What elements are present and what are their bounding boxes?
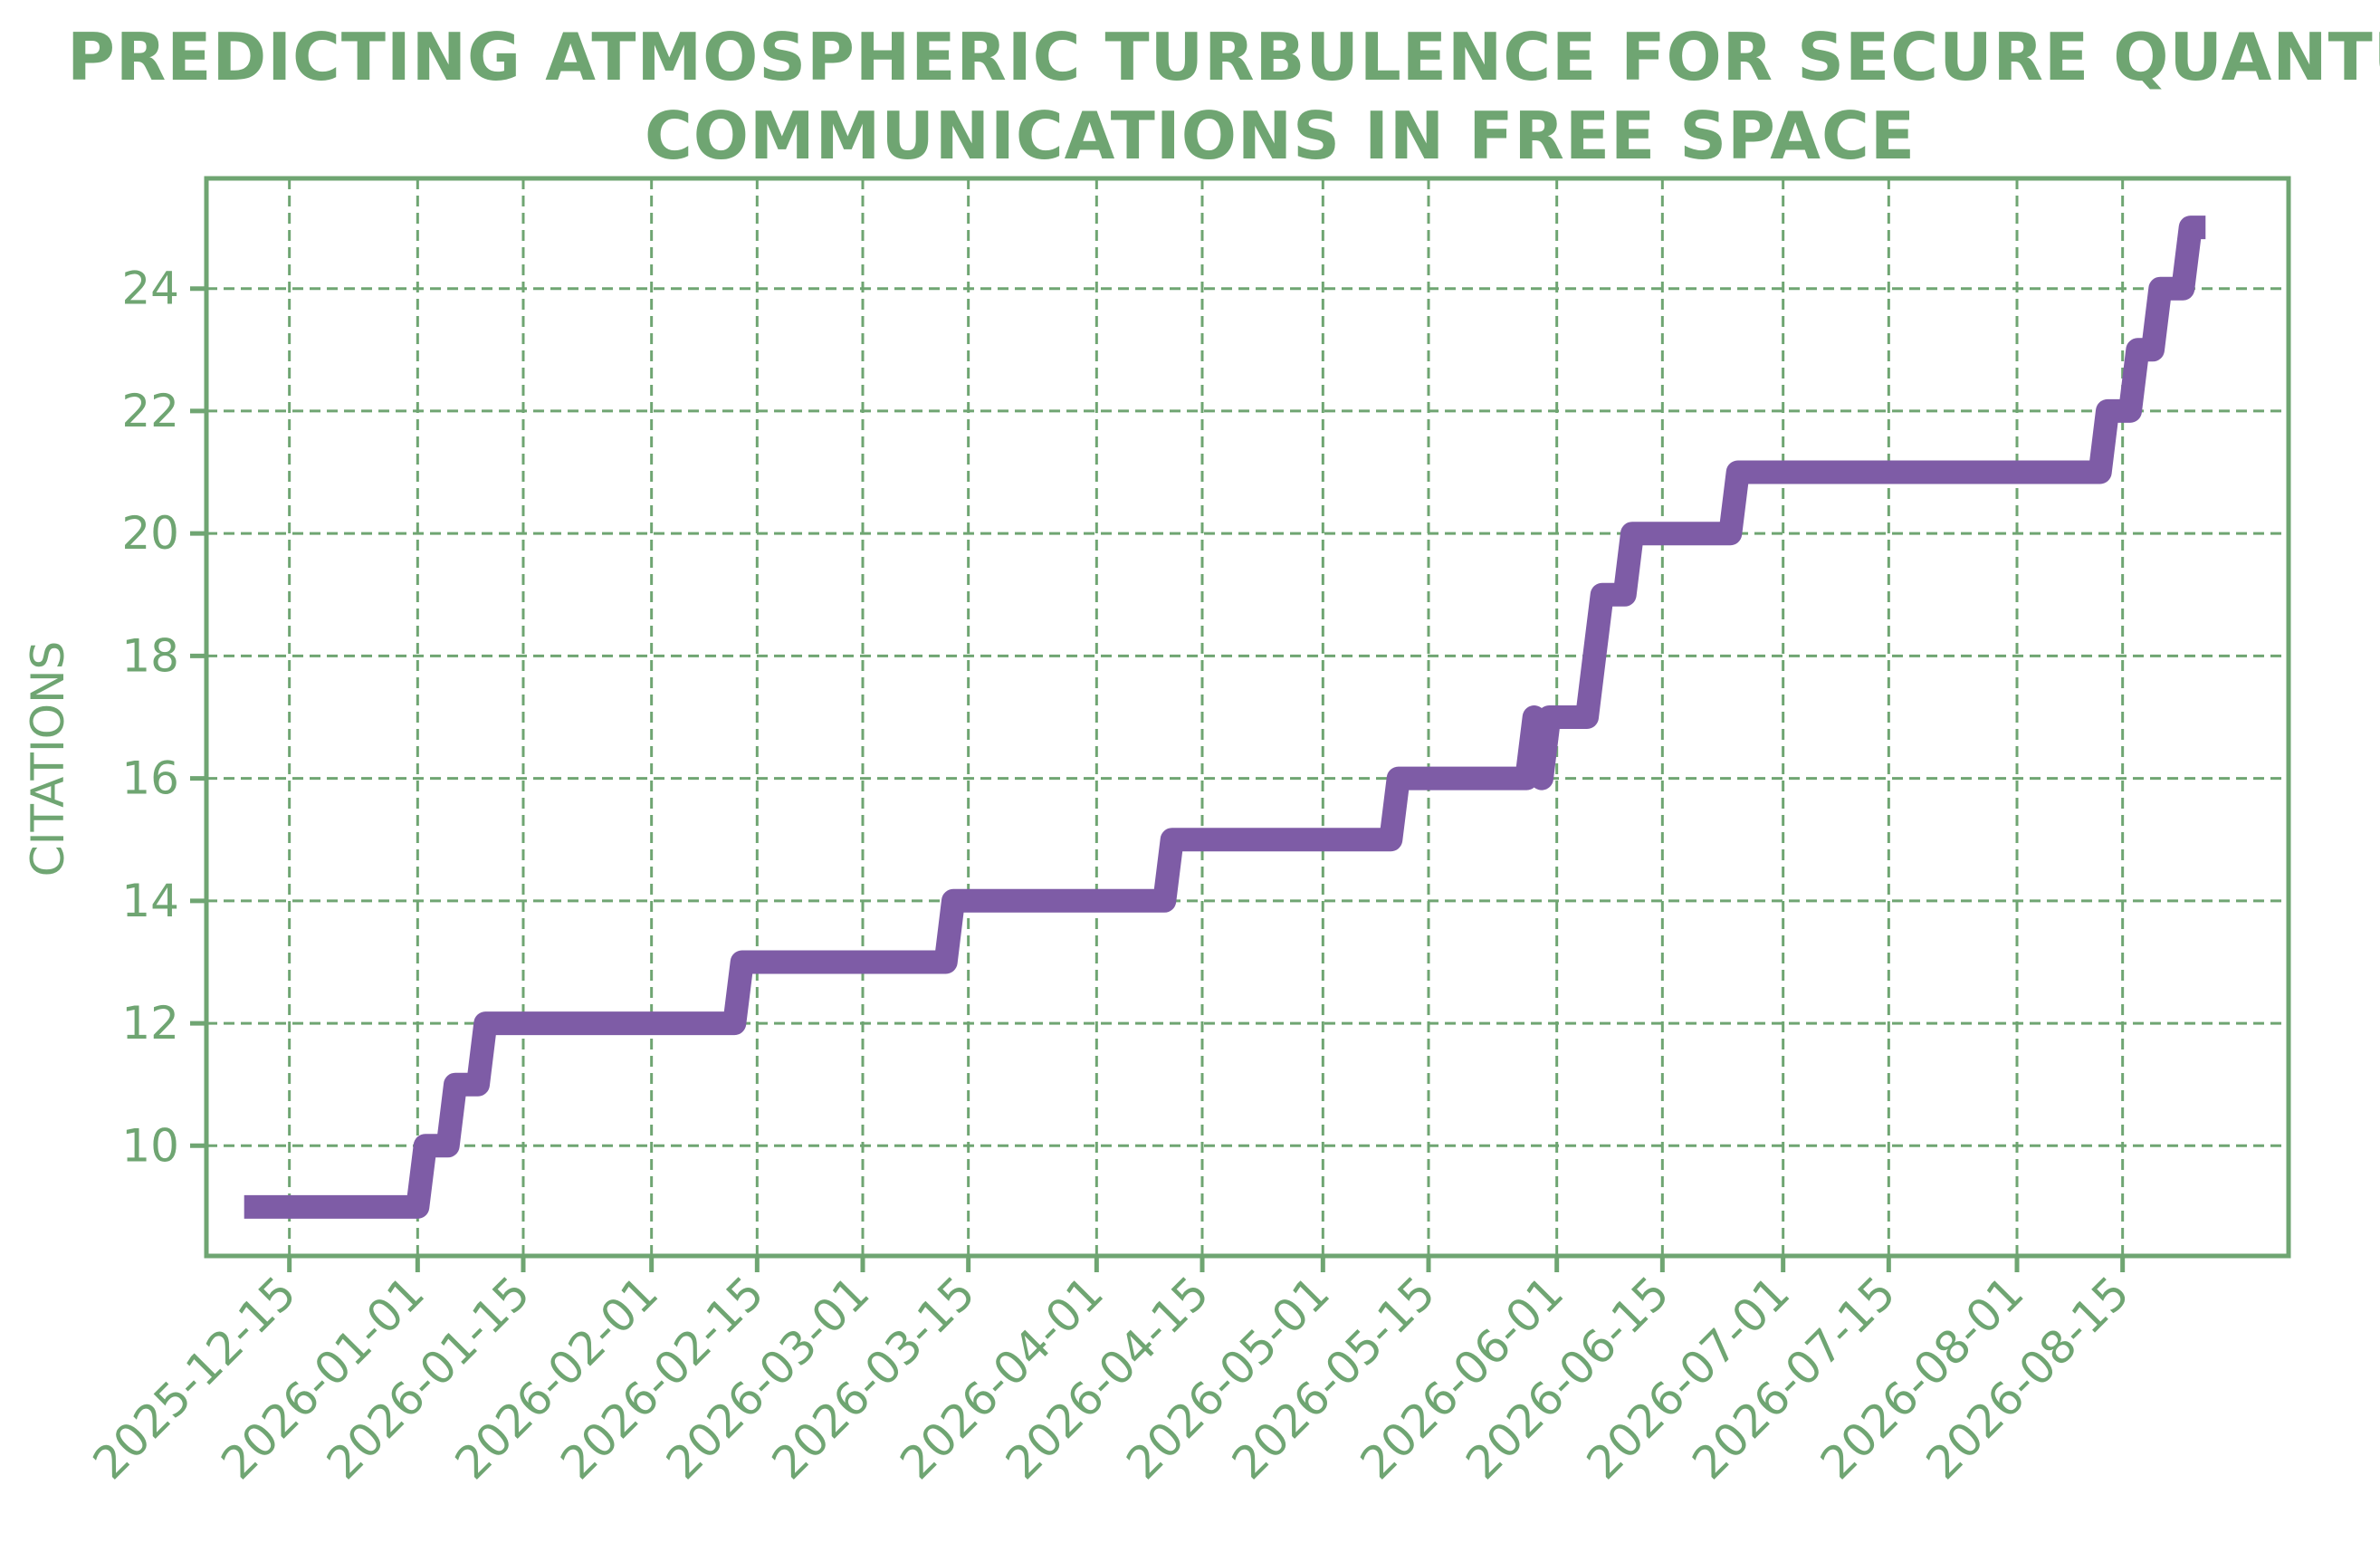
- y-tick-label-1: 12: [121, 997, 179, 1049]
- y-axis-label: CITATIONS: [22, 641, 74, 877]
- y-tick-label-0: 10: [121, 1119, 179, 1172]
- y-tick-label-3: 16: [121, 752, 179, 805]
- y-tick-label-4: 18: [121, 629, 179, 682]
- chart-title-line-1: PREDICTING ATMOSPHERIC TURBULENCE FOR SE…: [67, 19, 2380, 95]
- grid-lines: [206, 178, 2289, 1256]
- y-axis-ticks: 10 12 14 16 18 20 22 24: [121, 263, 206, 1172]
- y-tick-label-5: 20: [121, 507, 179, 560]
- chart-title-line-2: COMMUNICATIONS IN FREE SPACE: [645, 98, 1916, 174]
- y-tick-label-7: 24: [121, 263, 179, 315]
- x-axis-ticks: 2025-12-152026-01-012026-01-152026-02-01…: [83, 1256, 2139, 1490]
- y-tick-label-6: 22: [121, 385, 179, 437]
- y-tick-label-2: 14: [121, 875, 179, 927]
- series-line-0: [244, 216, 2206, 1219]
- series-layer: [244, 216, 2206, 1219]
- plot-area-frame: [204, 176, 2291, 1259]
